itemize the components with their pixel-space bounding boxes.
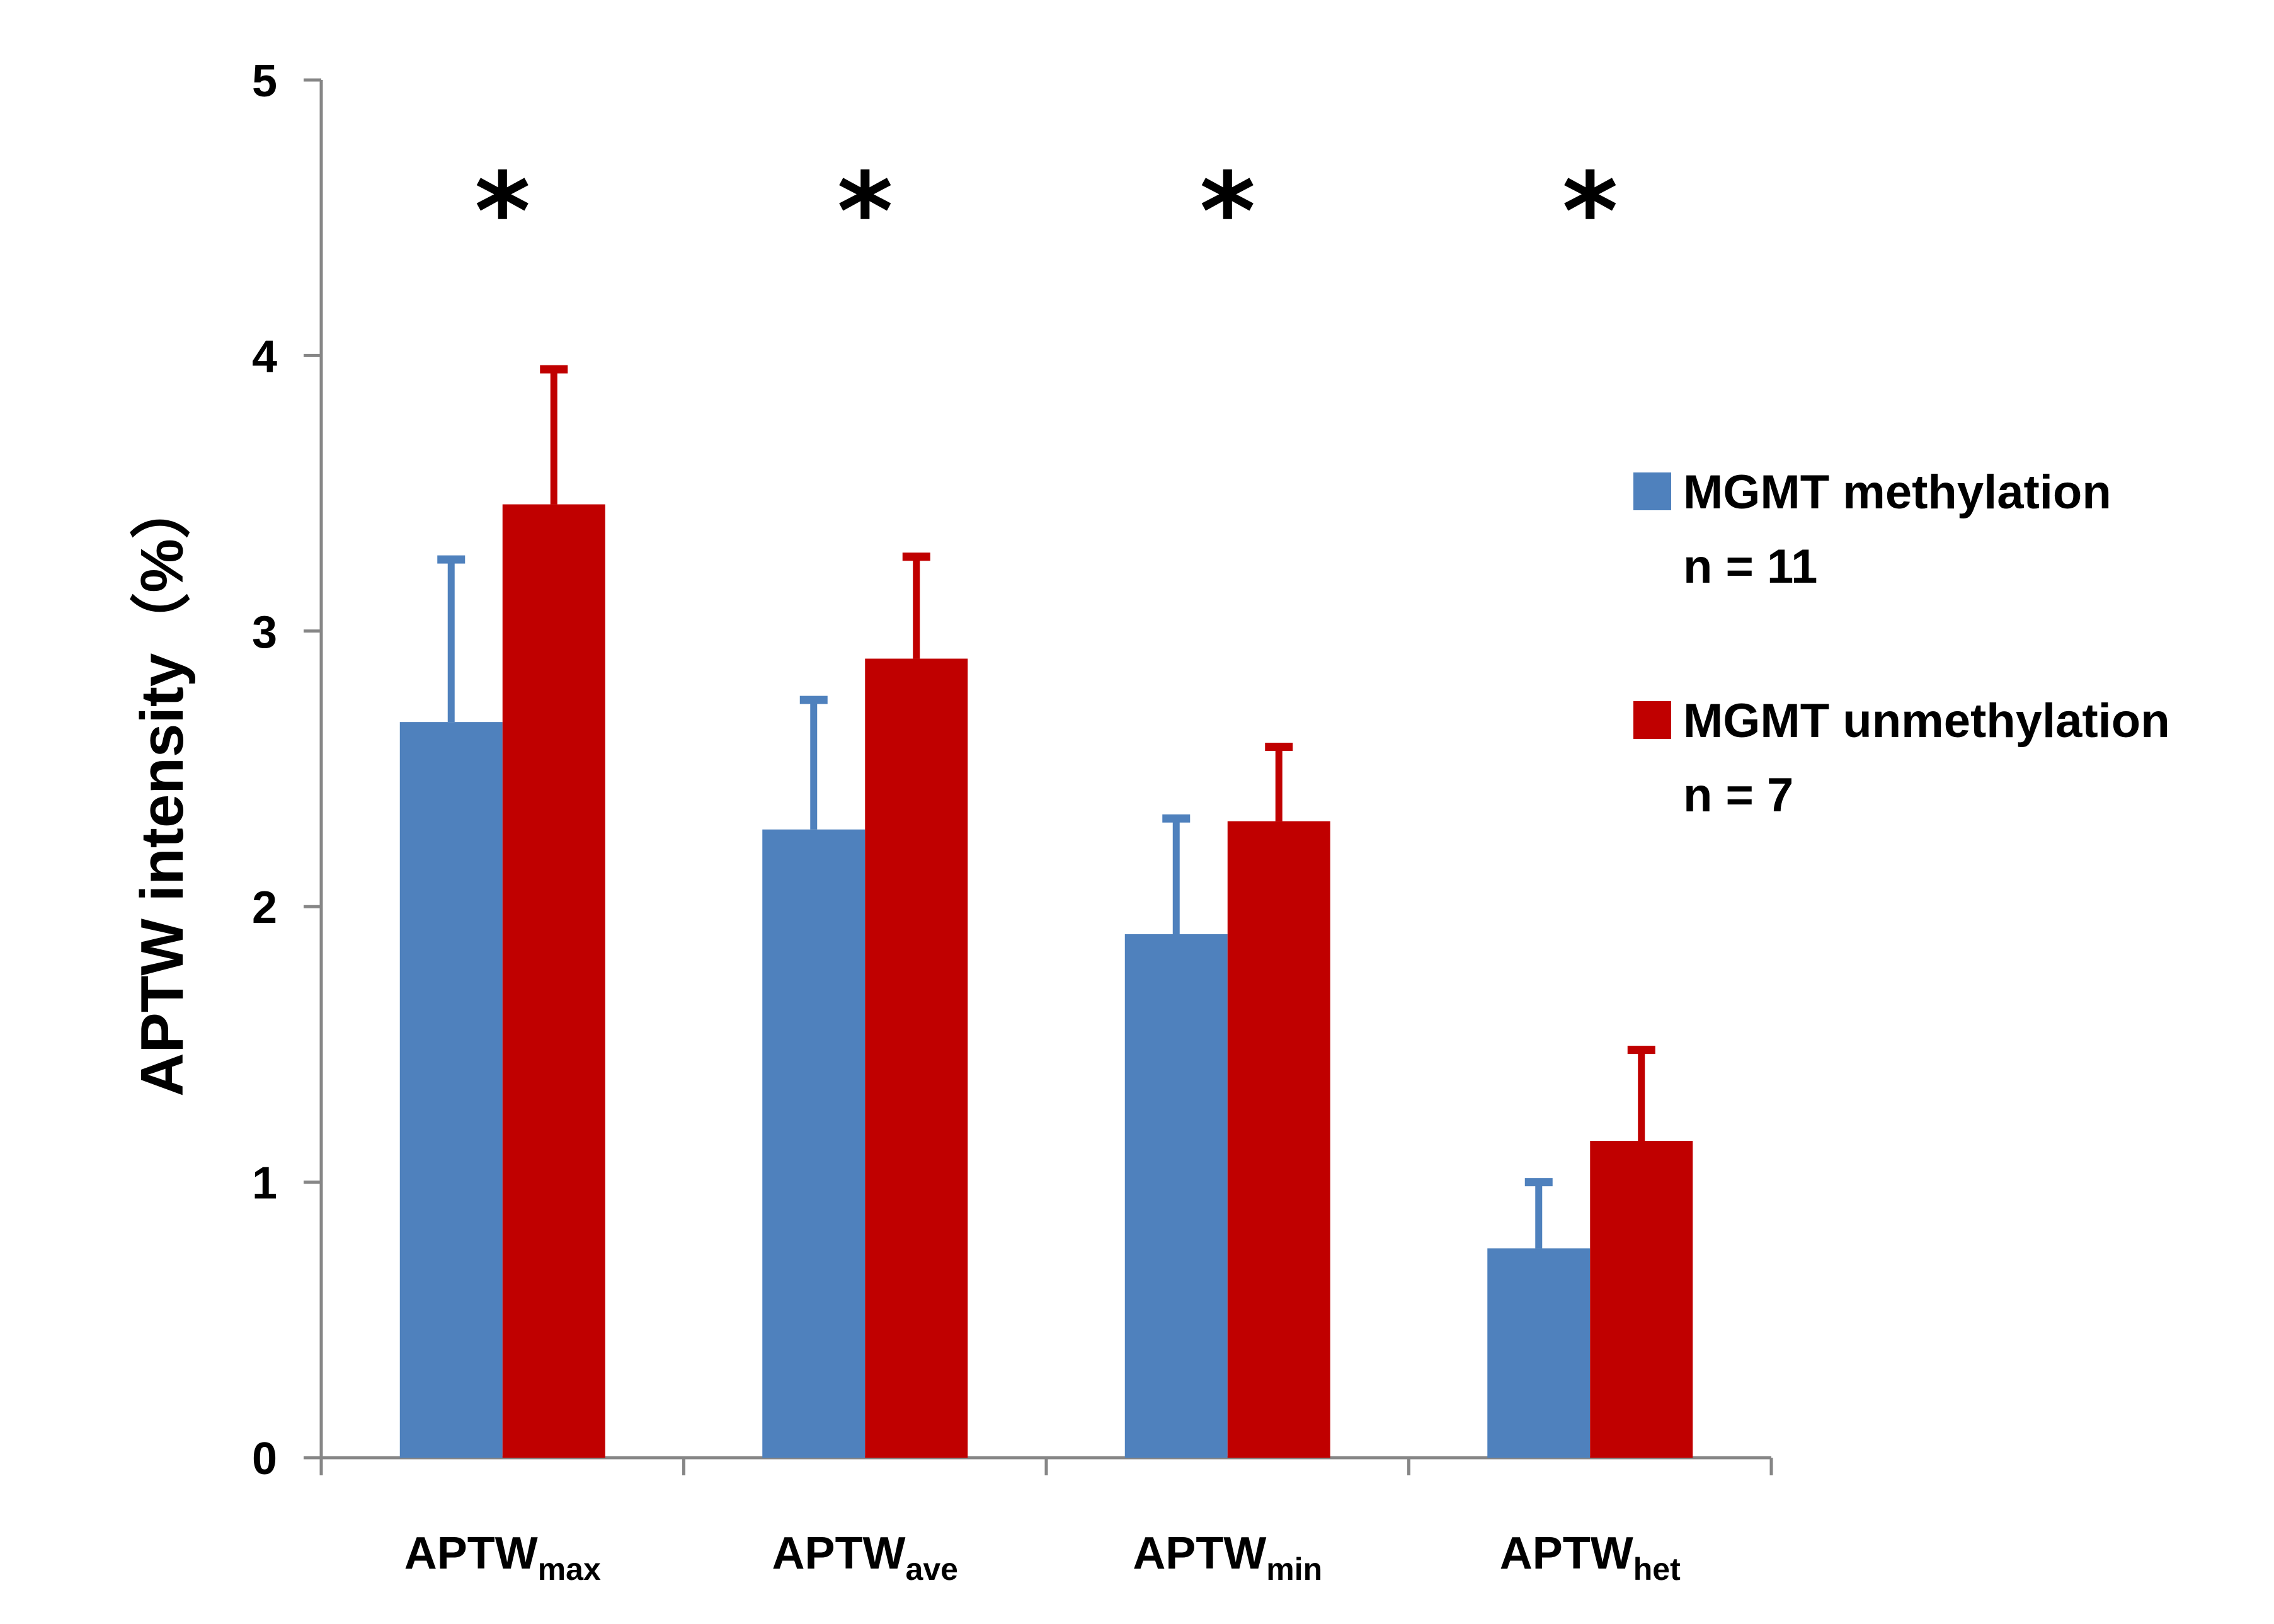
legend-swatch-unmethylation xyxy=(1633,701,1671,739)
error-bars-group xyxy=(437,365,1655,1249)
x-tick-label-het: APTWhet xyxy=(1500,1528,1681,1587)
x-tick-label-max: APTWmax xyxy=(404,1528,601,1587)
category-subscript: max xyxy=(538,1552,601,1587)
legend-n-label: n = 7 xyxy=(1683,769,1793,822)
x-tick-labels: APTWmax APTWave APTWmin APTWhet xyxy=(404,1528,1681,1587)
y-tick-label: 3 xyxy=(252,607,277,658)
x-tick-label-min: APTWmin xyxy=(1133,1528,1322,1587)
bar-unmethylation-min xyxy=(1227,821,1330,1458)
y-axis-label: APTW intensity（%） xyxy=(129,478,196,1096)
category-subscript: het xyxy=(1633,1552,1681,1587)
y-tick-label: 4 xyxy=(252,331,277,382)
bar-methylation-max xyxy=(399,722,503,1458)
bar-methylation-ave xyxy=(762,829,866,1458)
legend-n-label: n = 11 xyxy=(1683,540,1817,593)
significance-star: * xyxy=(1562,150,1618,275)
significance-star: * xyxy=(1199,150,1255,275)
legend-label: MGMT methylation xyxy=(1683,466,2111,519)
category-base: APTW xyxy=(772,1528,906,1579)
bar-unmethylation-het xyxy=(1590,1140,1693,1458)
legend: MGMT methylation n = 11 MGMT unmethylation… xyxy=(1633,466,2170,822)
bar-methylation-het xyxy=(1487,1248,1591,1458)
bar-methylation-min xyxy=(1124,934,1228,1458)
y-tick-label: 5 xyxy=(252,56,277,106)
bars-group xyxy=(399,504,1693,1458)
bar-unmethylation-max xyxy=(502,504,605,1458)
y-tick-label: 2 xyxy=(252,883,277,933)
category-base: APTW xyxy=(404,1528,538,1579)
significance-star: * xyxy=(474,150,530,275)
legend-swatch-methylation xyxy=(1633,472,1671,510)
category-base: APTW xyxy=(1133,1528,1266,1579)
y-tick-label: 1 xyxy=(252,1158,277,1209)
legend-label: MGMT unmethylation xyxy=(1683,694,2170,748)
category-subscript: min xyxy=(1266,1552,1322,1587)
bar-unmethylation-ave xyxy=(865,658,968,1458)
significance-markers: * * * * xyxy=(474,150,1618,275)
significance-star: * xyxy=(837,150,893,275)
category-base: APTW xyxy=(1500,1528,1633,1579)
category-subscript: ave xyxy=(906,1552,958,1587)
x-tick-label-ave: APTWave xyxy=(772,1528,958,1587)
y-tick-label: 0 xyxy=(252,1434,277,1484)
